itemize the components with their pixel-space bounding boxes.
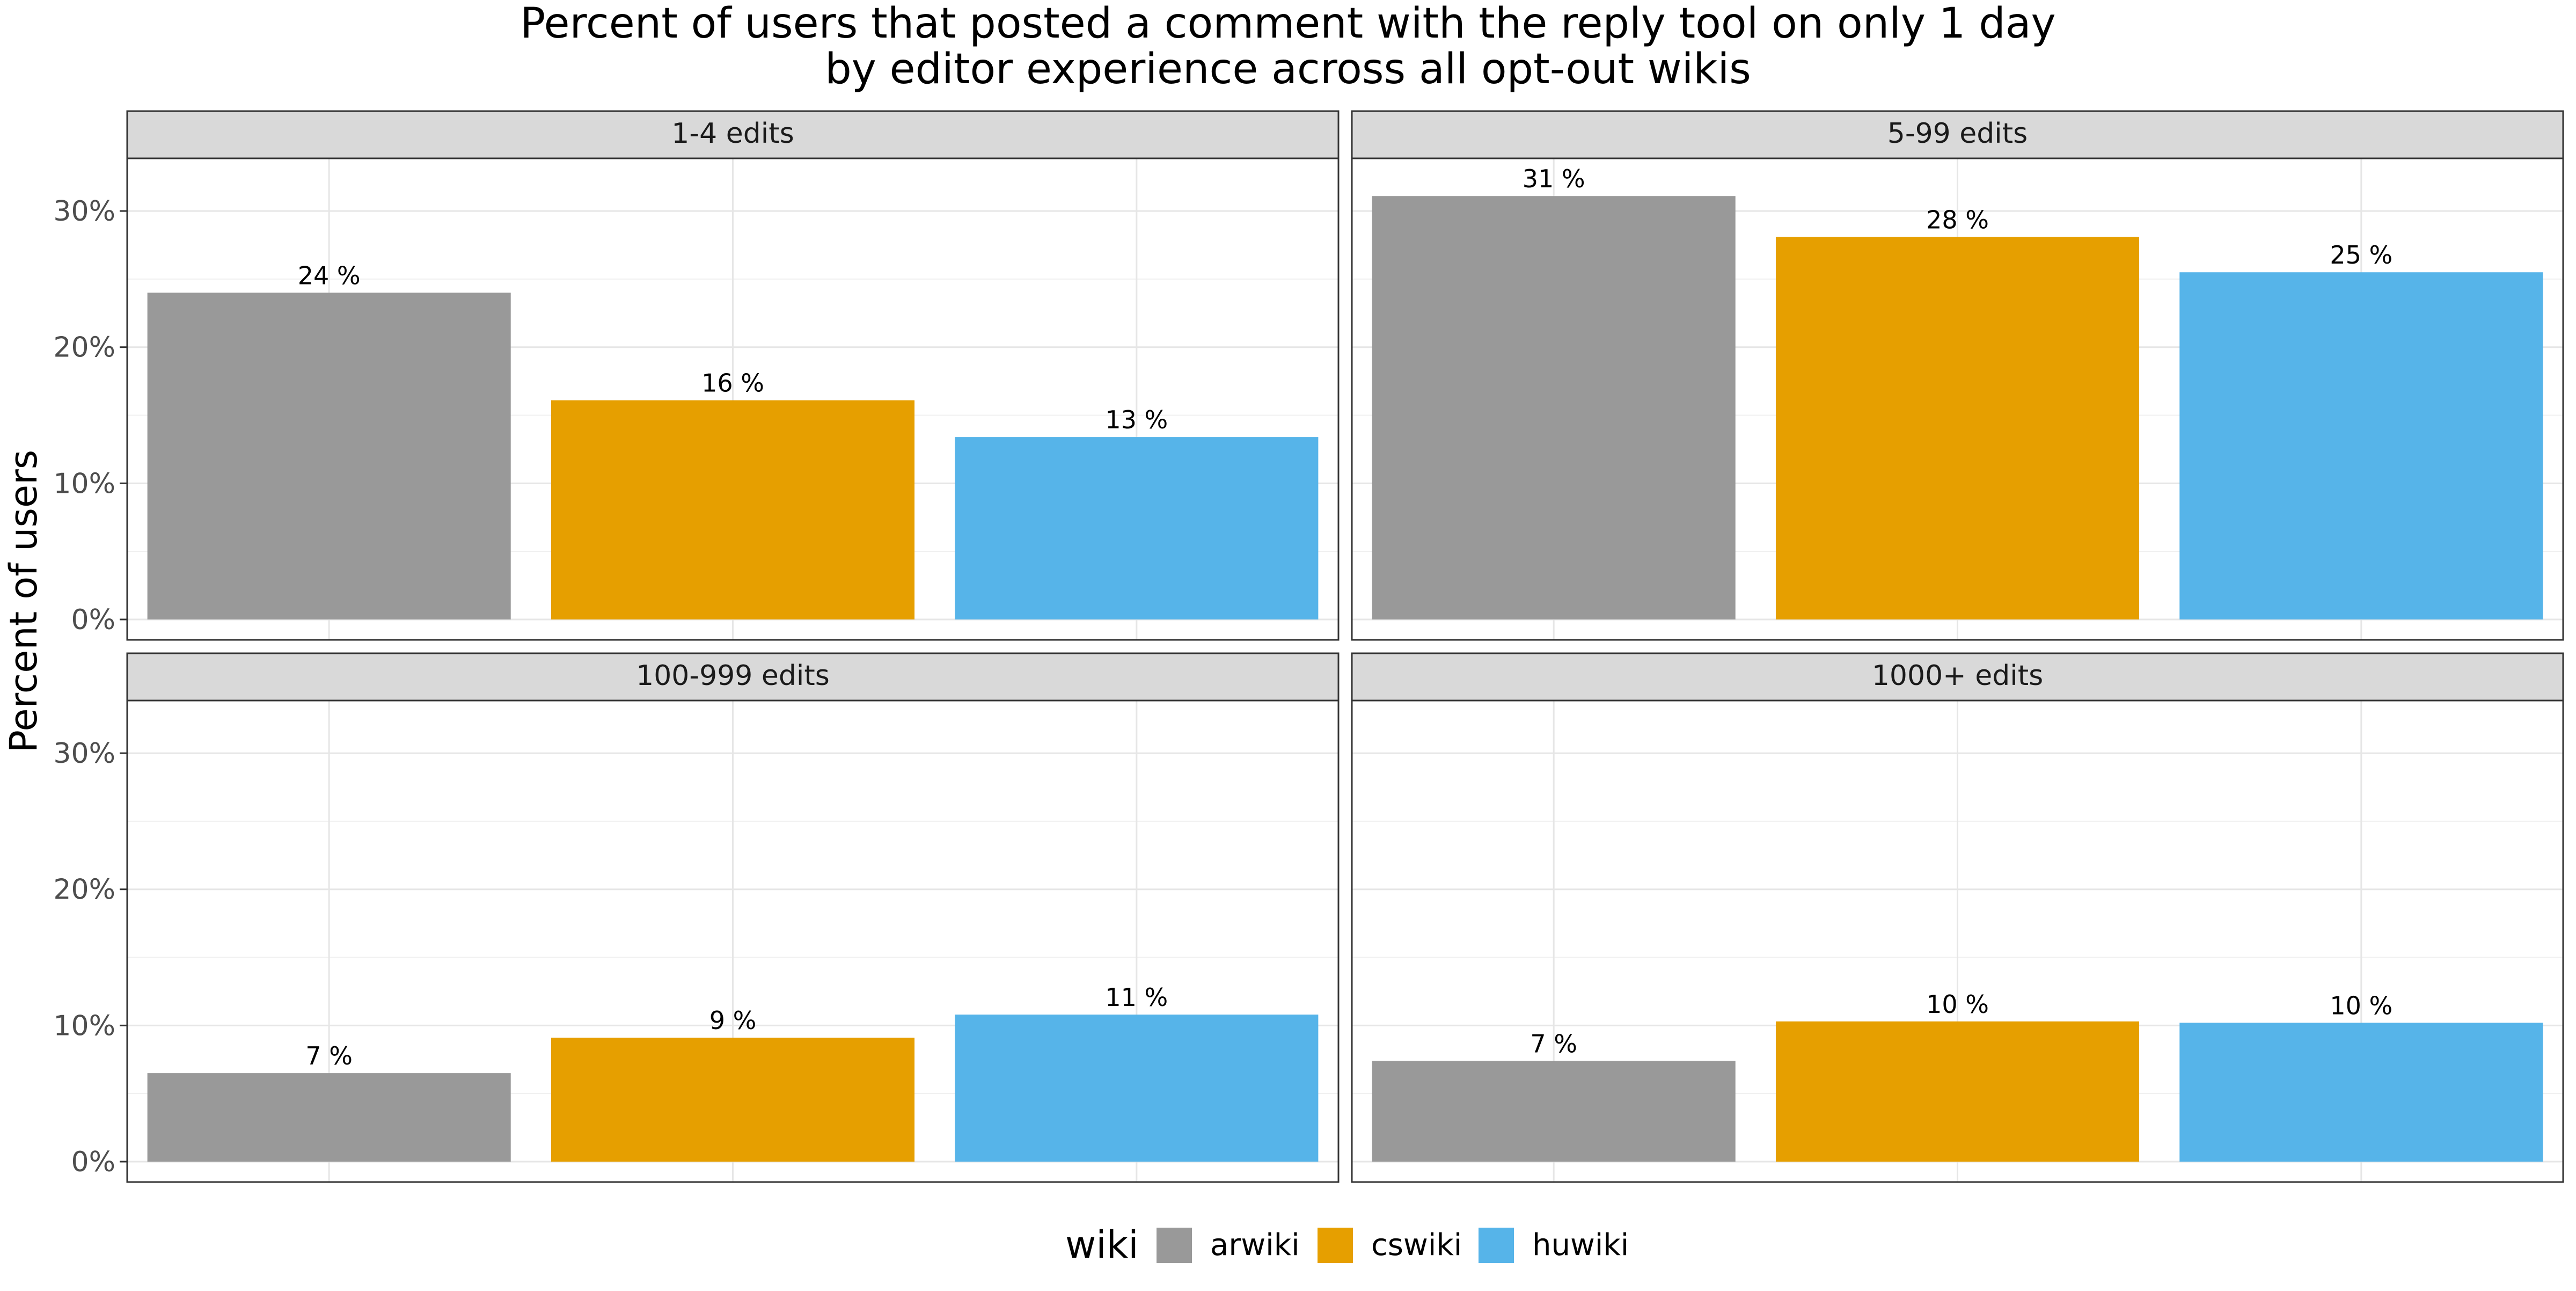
facet-label: 1000+ edits xyxy=(1872,660,2043,692)
y-axis-title: Percent of users xyxy=(2,450,46,753)
legend-key-arwiki xyxy=(1157,1228,1192,1263)
bar-huwiki xyxy=(2179,272,2543,619)
panel-border xyxy=(1351,699,2564,1183)
facet-label: 100-999 edits xyxy=(636,660,830,692)
facet-panel: 1000+ edits 7 % 10 % 10 % xyxy=(1351,652,2564,1183)
bar-cswiki xyxy=(551,400,915,619)
y-tick-label: 0% xyxy=(71,1146,116,1178)
y-tick-label: 10% xyxy=(53,468,115,500)
legend-label: cswiki xyxy=(1371,1228,1462,1263)
bar-huwiki xyxy=(955,1015,1319,1162)
bar-value-label: 13 % xyxy=(1105,405,1168,434)
y-tick-label: 20% xyxy=(53,332,115,364)
bar-cswiki xyxy=(1775,237,2140,619)
bar-value-label: 10 % xyxy=(2330,991,2392,1020)
y-tick-label: 30% xyxy=(53,738,115,770)
facet-strip xyxy=(1351,110,2564,159)
legend-label: huwiki xyxy=(1532,1228,1629,1263)
chart-subtitle: by editor experience across all opt-out … xyxy=(825,45,1751,93)
bar-cswiki xyxy=(1775,1021,2140,1162)
chart-title: Percent of users that posted a comment w… xyxy=(520,0,2055,48)
y-tick-label: 10% xyxy=(53,1010,115,1042)
legend-title: wiki xyxy=(1065,1223,1139,1267)
bar-value-label: 25 % xyxy=(2330,240,2392,269)
bar-arwiki xyxy=(147,1073,511,1162)
legend-label: arwiki xyxy=(1210,1228,1300,1263)
bar-arwiki xyxy=(1372,1061,1736,1162)
facet-panels: 1-4 edits 24 % 16 % 13 % 0% 10% 20% 30% 5-99 edi… xyxy=(53,110,2564,1183)
panel-border xyxy=(126,699,1340,1183)
facet-panel: 5-99 edits 31 % 28 % 25 % xyxy=(1351,110,2564,641)
bar-value-label: 31 % xyxy=(1523,164,1585,193)
bar-value-label: 16 % xyxy=(701,369,764,398)
facet-strip xyxy=(126,110,1340,159)
panel-border xyxy=(1351,157,2564,641)
bar-value-label: 7 % xyxy=(305,1041,353,1070)
legend: wiki arwiki cswiki huwiki xyxy=(1065,1223,1629,1267)
facet-panel: 100-999 edits 7 % 9 % 11 % 0% 10% 20% 30% xyxy=(53,652,1340,1183)
facet-panel: 1-4 edits 24 % 16 % 13 % 0% 10% 20% 30% xyxy=(53,110,1340,641)
y-tick-label: 0% xyxy=(71,604,116,636)
bar-cswiki xyxy=(551,1038,915,1162)
panel-border xyxy=(126,157,1340,641)
y-tick-label: 20% xyxy=(53,874,115,906)
bar-arwiki xyxy=(1372,196,1736,619)
bar-huwiki xyxy=(2179,1023,2543,1162)
bar-value-label: 7 % xyxy=(1530,1029,1577,1058)
bar-value-label: 10 % xyxy=(1926,990,1989,1019)
facet-label: 1-4 edits xyxy=(671,118,794,150)
bar-value-label: 9 % xyxy=(709,1006,757,1035)
facet-strip xyxy=(126,652,1340,702)
facet-label: 5-99 edits xyxy=(1887,118,2028,150)
bar-arwiki xyxy=(147,293,511,619)
bar-huwiki xyxy=(955,437,1319,619)
bar-value-label: 24 % xyxy=(298,261,361,290)
y-tick-label: 30% xyxy=(53,195,115,228)
legend-key-cswiki xyxy=(1318,1228,1353,1263)
bar-value-label: 11 % xyxy=(1105,983,1168,1012)
legend-key-huwiki xyxy=(1479,1228,1514,1263)
bar-value-label: 28 % xyxy=(1926,205,1989,234)
